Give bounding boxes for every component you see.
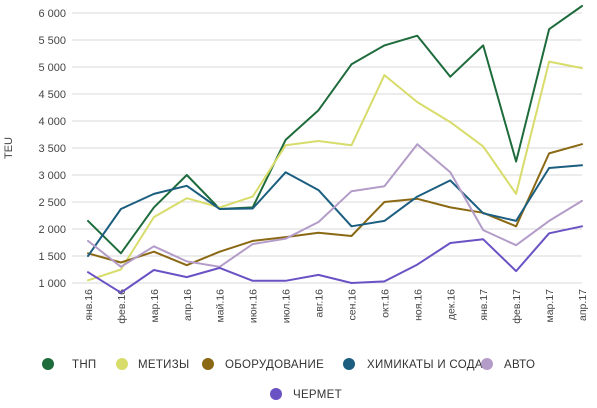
x-tick-label: фев.16 (116, 289, 128, 324)
x-tick-label: июл.16 (281, 289, 293, 323)
x-tick-label: янв.16 (83, 289, 95, 321)
legend-label: ХИМИКАТЫ И СОДА (367, 359, 483, 371)
x-tick-label: мар.16 (149, 289, 161, 323)
y-tick-label: 3 500 (38, 143, 66, 155)
series-line-авто (87, 143, 583, 268)
x-tick-label: янв.17 (478, 289, 490, 321)
series-line-метизы (87, 60, 583, 282)
legend-label: ОБОРУДОВАНИЕ (225, 359, 324, 371)
series-line-тнп (87, 5, 583, 255)
x-tick-label: май.16 (215, 289, 227, 323)
y-tick-label: 5 500 (38, 35, 66, 47)
x-tick-label: окт.16 (379, 289, 391, 318)
legend-marker (202, 358, 214, 370)
y-tick-label: 4 500 (38, 89, 66, 101)
y-tick-label: 3 000 (38, 170, 66, 182)
legend-label: АВТО (504, 359, 535, 371)
legend-marker (42, 358, 54, 370)
y-tick-label: 5 000 (38, 62, 66, 74)
y-tick-label: 2 500 (38, 197, 66, 209)
series-line-химикаты-и-сода (87, 164, 583, 257)
y-axis-label: TEU (3, 137, 15, 159)
x-tick-label: мар.17 (544, 289, 556, 323)
legend-marker (343, 358, 355, 370)
y-tick-label: 1 500 (38, 251, 66, 263)
series-line-оборудование (87, 143, 583, 267)
legend-marker (116, 358, 128, 370)
legend-label: МЕТИЗЫ (138, 359, 189, 371)
series-lines (87, 5, 583, 294)
legend-label: ЧЕРМЕТ (293, 389, 342, 401)
x-tick-label: фев.17 (511, 289, 523, 324)
series-line-чермет (87, 225, 583, 294)
y-tick-label: 4 000 (38, 116, 66, 128)
legend: ТНП МЕТИЗЫ ОБОРУДОВАНИЕ ХИМИКАТЫ И СОДА АВТО… (42, 358, 535, 401)
legend-label: ТНП (72, 359, 97, 371)
y-tick-label: 1 000 (38, 278, 66, 290)
x-tick-label: сен.16 (346, 289, 358, 321)
y-tick-label: 2 000 (38, 224, 66, 236)
x-tick-label: дек.16 (445, 289, 457, 320)
x-tick-label: ноя.16 (412, 289, 424, 321)
legend-marker (481, 358, 493, 370)
legend-marker (270, 388, 282, 400)
x-tick-label: июн.16 (248, 289, 260, 323)
x-tick-label: авг.16 (314, 289, 326, 318)
gridlines (72, 12, 582, 284)
y-tick-label: 6 000 (38, 8, 66, 20)
x-tick-label: апр.16 (182, 289, 194, 321)
y-axis-ticks: 1 000 1 500 2 000 2 500 3 000 3 500 4 000 4 500… (38, 8, 66, 290)
x-tick-label: апр.17 (577, 289, 589, 321)
x-axis-ticks: янв.16 фев.16 мар.16 апр.16 май.16 июн.16 июл.… (83, 289, 589, 324)
